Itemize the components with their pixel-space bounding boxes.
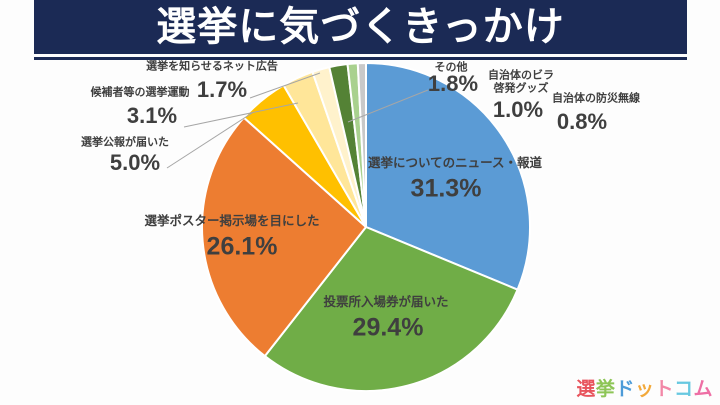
- logo-char: ト: [654, 379, 674, 400]
- logo-char: 挙: [595, 379, 616, 400]
- logo-char: ド: [615, 379, 635, 400]
- title-banner: 選挙に気づくきっかけ: [34, 0, 687, 54]
- leader-line-internet-ad: [249, 72, 321, 99]
- logo-char: ッ: [634, 379, 655, 400]
- page-title: 選挙に気づくきっかけ: [156, 5, 565, 49]
- pie-slice-news-reports: [365, 62, 531, 291]
- pie-slice-poster-board: [201, 116, 367, 358]
- pie-slice-disaster-radio: [356, 62, 367, 228]
- leader-line-candidate-campaign: [183, 102, 299, 128]
- pie-slice-polling-card: [263, 226, 519, 392]
- logo-char: 選: [576, 379, 596, 400]
- leader-line-official-gazette: [166, 112, 253, 169]
- logo-char: ム: [693, 379, 713, 400]
- logo-char: コ: [673, 379, 694, 400]
- title-underline: [34, 57, 687, 60]
- leader-line-other: [347, 89, 429, 123]
- site-logo: 選挙ドットコム: [576, 374, 713, 401]
